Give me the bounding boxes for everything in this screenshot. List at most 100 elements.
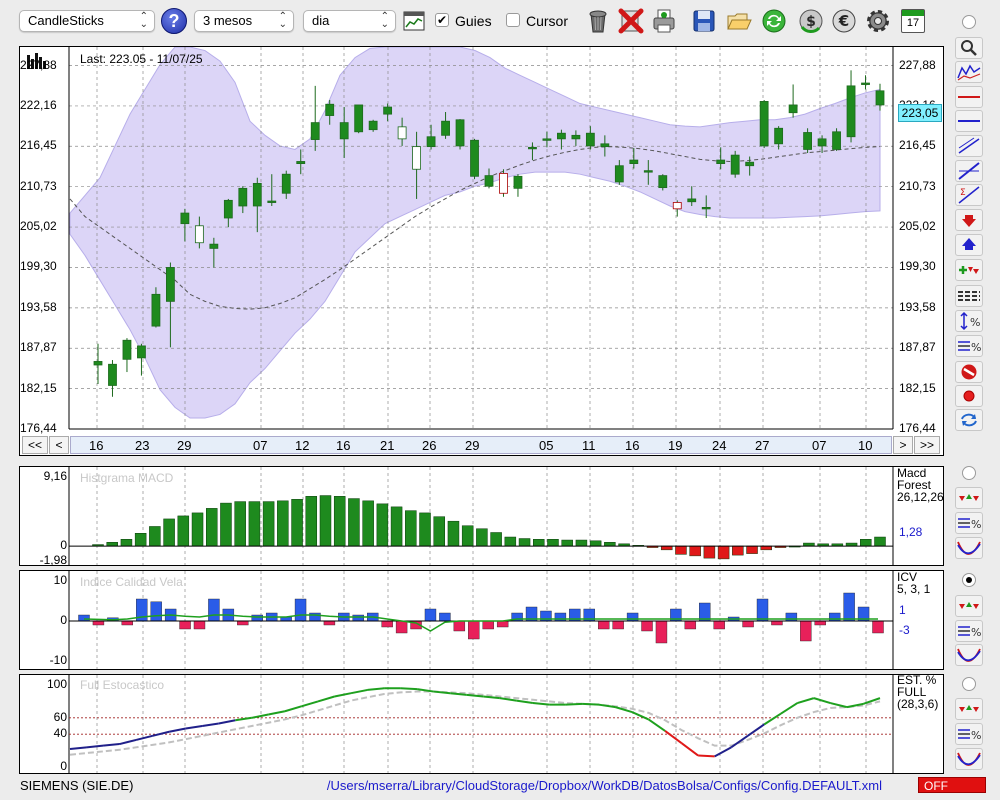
candle <box>137 343 146 376</box>
mode-badge[interactable]: OFF <box>918 777 986 793</box>
main-percent-button[interactable]: % <box>955 335 983 357</box>
macd-bar <box>220 502 232 547</box>
icv-tick: 0 <box>60 613 67 627</box>
price-chart[interactable] <box>20 47 943 455</box>
channel-button[interactable] <box>955 135 983 157</box>
candle-body <box>557 132 566 140</box>
indicator-overlay-button[interactable] <box>955 61 983 83</box>
stochastic-tick: 100 <box>46 677 67 691</box>
hline-red-button[interactable] <box>955 86 983 108</box>
icv-bar <box>468 620 480 640</box>
candle-body <box>397 126 407 140</box>
guides-checkbox[interactable]: ✔ <box>435 13 449 27</box>
macd-name: Macd <box>897 466 927 480</box>
icv-panel-radio[interactable] <box>962 573 976 587</box>
open-folder-icon[interactable] <box>725 7 753 35</box>
candle <box>528 142 537 161</box>
config-path-link[interactable]: /Users/mserra/Library/CloudStorage/Dropb… <box>326 778 882 793</box>
help-icon[interactable]: ? <box>161 8 187 34</box>
icv-percent-button[interactable]: % <box>955 620 983 642</box>
candle-body <box>383 106 393 115</box>
nav-next-button[interactable]: > <box>893 436 913 454</box>
icv-signals-button[interactable] <box>955 595 983 617</box>
icv-curve-button[interactable] <box>955 644 983 666</box>
macd-bar <box>362 500 374 547</box>
candle <box>180 208 190 242</box>
grid-lines-button[interactable] <box>955 285 983 307</box>
stochastic-k-segment <box>450 692 467 696</box>
arrow-down-button[interactable] <box>955 209 983 231</box>
candle-body <box>499 173 508 194</box>
macd-title: Histgrama MACD <box>80 471 174 485</box>
stochastic-k-segment <box>119 738 137 746</box>
time-scrollbar[interactable] <box>70 436 892 454</box>
cursor-checkbox[interactable] <box>506 13 520 27</box>
macd-bar <box>262 501 275 547</box>
arrow-up-button[interactable] <box>955 234 983 256</box>
stochastic-panel[interactable] <box>19 674 944 774</box>
macd-panel-radio[interactable] <box>962 466 976 480</box>
main-panel-radio[interactable] <box>962 15 976 29</box>
calendar-icon[interactable]: 17 <box>901 9 925 33</box>
macd-legend: Macd Forest 26,12,26 <box>897 467 944 503</box>
nav-last-button[interactable]: >> <box>914 436 940 454</box>
macd-curve-button[interactable] <box>955 537 983 559</box>
nav-prev-button[interactable]: < <box>49 436 69 454</box>
macd-chart <box>68 467 894 565</box>
gear-icon[interactable] <box>864 7 892 35</box>
print-icon[interactable] <box>650 7 678 35</box>
candle-body <box>745 161 755 167</box>
icv-bar <box>742 620 754 628</box>
icv-bar <box>294 598 307 622</box>
record-button[interactable] <box>955 385 983 407</box>
candle-body <box>354 104 364 133</box>
stochastic-percent-button[interactable]: % <box>955 723 983 745</box>
stochastic-signals-button[interactable] <box>955 698 983 720</box>
chart-window-icon[interactable] <box>403 10 425 32</box>
select-chevron-icon: ⌃ ⌄ <box>139 11 148 30</box>
stochastic-curve-button[interactable] <box>955 748 983 770</box>
last-price-label: Last: 223.05 - 11/07/25 <box>80 52 203 66</box>
macd-panel[interactable] <box>19 466 944 566</box>
euro-icon[interactable]: € <box>830 7 858 35</box>
stochastic-params: (28,3,6) <box>897 697 939 711</box>
zoom-button[interactable] <box>955 37 983 59</box>
candle <box>223 198 233 228</box>
price-tick-left: 193,58 <box>20 299 57 314</box>
trendline-button[interactable] <box>955 160 983 182</box>
candle <box>426 124 436 150</box>
stochastic-panel-radio[interactable] <box>962 677 976 691</box>
chart-type-select[interactable]: CandleSticks ⌃ ⌄ <box>19 10 155 32</box>
refresh-icon[interactable] <box>760 7 788 35</box>
lines-percent-icon: % <box>958 729 981 742</box>
icv-tick: -10 <box>49 653 67 667</box>
period-select[interactable]: 3 mesos ⌃ ⌄ <box>194 10 294 32</box>
icv-bar <box>641 620 653 632</box>
macd-signals-button[interactable] <box>955 487 983 509</box>
macd-bar <box>205 508 218 547</box>
icv-bar <box>684 620 697 630</box>
macd-percent-button[interactable]: % <box>955 512 983 534</box>
fibonacci-button[interactable]: Σ <box>955 184 983 206</box>
stochastic-k-segment <box>863 697 881 705</box>
macd-bar <box>419 512 431 547</box>
add-signal-button[interactable] <box>955 259 983 281</box>
nav-first-button[interactable]: << <box>22 436 48 454</box>
lines-percent-icon: % <box>958 626 981 639</box>
dollar-sync-icon[interactable]: $ <box>797 7 825 35</box>
curve-icon <box>957 752 981 766</box>
stochastic-name2: FULL <box>897 685 927 699</box>
current-price-tag: 223,05 <box>898 104 942 122</box>
trash-icon[interactable] <box>584 7 612 35</box>
icv-bar <box>193 620 206 630</box>
delete-icon[interactable] <box>617 7 645 35</box>
vertical-scale-button[interactable]: % <box>955 310 983 332</box>
save-icon[interactable] <box>690 7 718 35</box>
stop-button[interactable] <box>955 361 983 383</box>
time-tick: 11 <box>582 438 596 453</box>
hline-blue-button[interactable] <box>955 110 983 132</box>
interval-select[interactable]: dia ⌃ ⌄ <box>303 10 396 32</box>
sync-button[interactable] <box>955 409 983 431</box>
candle-body <box>600 143 610 148</box>
stochastic-k-segment <box>284 705 302 713</box>
